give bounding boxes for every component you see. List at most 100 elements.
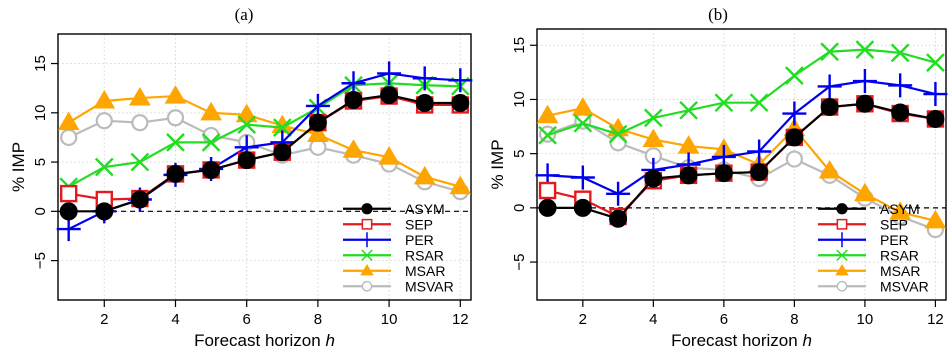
plot-frame [536,28,947,301]
x-tick-label: 12 [452,311,469,328]
data-point [926,53,945,72]
y-tick-label: 0 [32,207,49,215]
x-tick-label: 2 [100,311,108,328]
data-point [747,139,772,164]
legend-marker [360,263,374,276]
data-point [820,98,839,117]
legend-marker [361,249,373,262]
legend-item: MSVAR [818,278,929,294]
x-tick-label: 4 [649,311,657,328]
legend-item: ASYM [818,201,920,217]
data-point [889,201,912,220]
data-point [679,166,698,185]
data-point [59,184,78,203]
legend-item: PER [343,232,434,248]
y-tick-label: 10 [511,91,528,108]
x-tick-label: 8 [790,311,798,328]
legend-item: MSAR [343,263,445,279]
data-point [642,128,665,148]
legend-item: MSVAR [343,278,454,294]
data-point [131,114,149,132]
data-point [451,93,470,112]
series-line [547,119,936,231]
chart-panel-a: (a) 2 4 6 8 10 12 −5 0 5 10 15 Forecast horizon h % I… [9,5,473,350]
data-point [129,87,151,106]
legend-marker [834,232,850,248]
legend-label: MSVAR [880,278,929,294]
data-point [926,109,945,128]
x-tick-label: 12 [927,311,944,328]
y-tick-label: 5 [511,149,528,157]
data-point [714,93,734,113]
legend-label: MSAR [405,263,445,279]
data-point [855,94,874,113]
data-point [644,169,663,188]
data-point [95,112,113,130]
legend-item: PER [818,232,909,248]
series-per [535,69,948,206]
series-line [547,48,936,137]
y-tick-label: 15 [32,55,49,72]
data-point [202,160,221,179]
data-point [571,97,594,116]
legend-marker-shape [834,232,850,248]
series-rsar [538,40,945,145]
legend-marker [836,218,848,230]
data-point [307,123,329,142]
data-point [785,66,804,85]
data-point [817,74,842,99]
data-point [449,175,472,195]
legend-label: ASYM [405,201,445,217]
legend-item: MSAR [818,263,920,279]
data-point [237,115,257,134]
data-point [166,164,185,183]
data-point [644,108,663,128]
data-point [415,93,434,112]
x-tick-label: 8 [314,311,322,328]
series-msvar [60,109,469,201]
y-tick-label: 15 [511,37,528,54]
x-axis-label: Forecast horizon h [671,331,812,350]
data-point [60,128,78,147]
data-point [273,143,292,162]
data-point [308,113,327,132]
legend-marker-shape [361,249,373,262]
x-tick-label: 6 [720,311,728,328]
series-line [68,82,461,188]
data-point [750,163,769,182]
series-line [68,116,461,193]
data-point [377,61,402,86]
x-axis-label-symbol: h [802,331,811,350]
legend-label: SEP [880,216,908,232]
y-tick-label: 10 [32,104,49,121]
data-point [94,157,114,177]
data-point [573,113,593,133]
x-tick-label: 4 [171,311,179,328]
data-point [536,104,559,124]
legend-label: MSVAR [405,278,454,294]
chart-title: (b) [708,5,728,24]
legend-item: ASYM [343,201,445,217]
x-tick-label: 2 [579,311,587,328]
data-point [130,190,149,209]
data-point [538,181,557,200]
data-point [59,202,78,221]
y-axis-label: % IMP [488,139,507,189]
legend-marker [836,280,848,292]
legend-label: PER [405,232,434,248]
series-rsar [59,73,470,197]
legend-marker-shape [836,280,848,292]
series-asym [59,86,470,221]
legend-marker [361,203,373,215]
legend-marker-shape [836,203,848,215]
data-point [378,146,400,165]
legend-label: RSAR [880,247,919,263]
legend-marker [835,263,849,276]
data-point [201,133,221,152]
data-point [606,181,631,206]
data-point [888,73,913,98]
data-point [852,69,877,94]
chart-title: (a) [235,5,254,24]
data-point [855,40,875,59]
